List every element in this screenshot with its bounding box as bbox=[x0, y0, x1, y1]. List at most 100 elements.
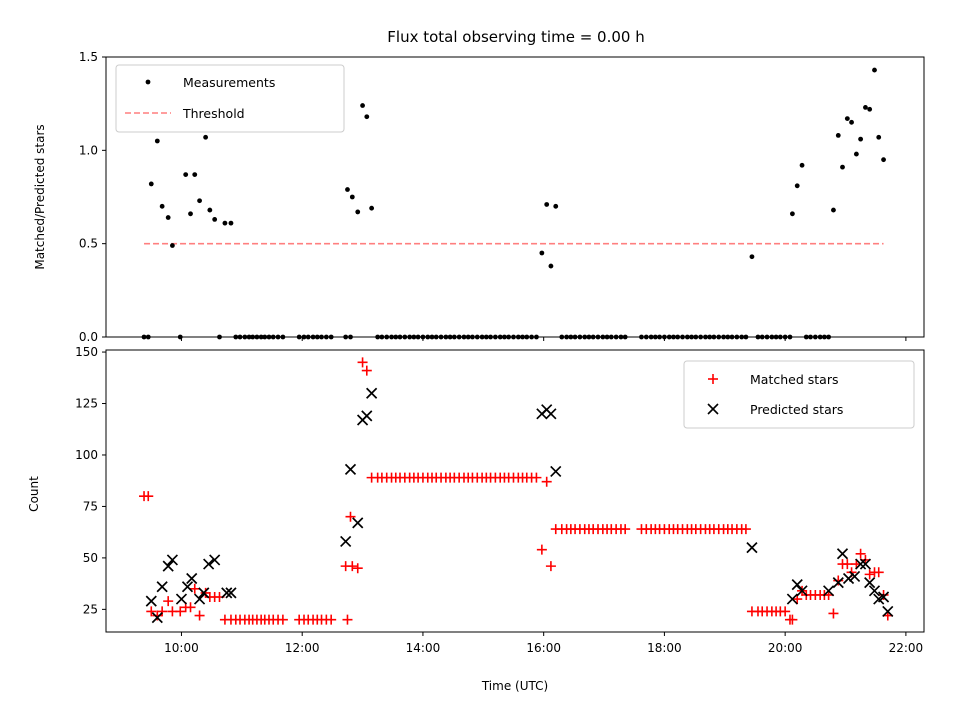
predicted-star-point bbox=[156, 581, 168, 593]
legend-label-matched: Matched stars bbox=[750, 372, 838, 387]
predicted-star-point bbox=[842, 572, 855, 585]
matched-star-point bbox=[175, 606, 186, 617]
predicted-star-point bbox=[832, 576, 844, 589]
predicted-star-point bbox=[166, 554, 179, 566]
measurement-point bbox=[858, 136, 864, 142]
legend-marker-predicted bbox=[707, 403, 719, 415]
measurement-point bbox=[799, 162, 805, 168]
matched-star-point bbox=[326, 614, 337, 625]
bottom-axes-frame bbox=[105, 349, 925, 633]
matched-star-point bbox=[842, 559, 853, 570]
bottom-y-tick-label: 75 bbox=[83, 499, 98, 513]
matched-star-point bbox=[536, 544, 547, 555]
top-y-axis-label: Matched/Predicted stars bbox=[33, 124, 47, 269]
predicted-star-point bbox=[181, 581, 194, 593]
bottom-legend: Matched stars Predicted stars bbox=[683, 360, 915, 429]
matched-star-point bbox=[357, 357, 368, 368]
top-panel: Flux total observing time = 0.00 h 0.00.… bbox=[33, 28, 925, 344]
predicted-star-point bbox=[855, 558, 867, 570]
top-y-ticks: 0.0 0.5 1.0 1.5 bbox=[79, 50, 106, 344]
measurement-point bbox=[867, 106, 873, 112]
top-y-tick-label: 0.5 bbox=[79, 237, 98, 251]
predicted-star-point bbox=[203, 558, 215, 570]
measurement-point bbox=[228, 220, 234, 226]
bottom-plot-area bbox=[139, 357, 894, 625]
predicted-star-point bbox=[162, 560, 174, 572]
bottom-x-tick-label: 16:00 bbox=[526, 641, 561, 655]
matched-star-point bbox=[787, 614, 798, 625]
measurement-point bbox=[794, 183, 800, 189]
top-plot-area bbox=[141, 67, 886, 340]
measurement-point bbox=[345, 187, 350, 192]
legend-label-measurements: Measurements bbox=[183, 75, 275, 90]
top-axes-frame bbox=[105, 56, 925, 338]
predicted-star-point bbox=[823, 585, 835, 597]
bottom-x-tick-label: 22:00 bbox=[889, 641, 924, 655]
bottom-legend-box bbox=[683, 360, 915, 429]
predicted-star-point bbox=[366, 387, 378, 399]
bottom-y-tick-label: 150 bbox=[75, 345, 98, 359]
matched-star-point bbox=[143, 491, 154, 502]
matched-star-point bbox=[541, 476, 552, 487]
predicted-star-point bbox=[361, 410, 373, 422]
measurement-point bbox=[863, 105, 868, 110]
bottom-y-ticks: 25 50 75 100 125 150 bbox=[75, 345, 106, 616]
measurement-point bbox=[789, 211, 795, 217]
predicted-star-point bbox=[193, 593, 206, 605]
predicted-star-point bbox=[836, 548, 849, 560]
bottom-y-tick-label: 50 bbox=[83, 551, 98, 565]
matched-star-point bbox=[345, 511, 356, 522]
matched-star-point bbox=[352, 563, 363, 574]
measurement-point bbox=[544, 202, 550, 207]
legend-marker-matched bbox=[708, 374, 718, 384]
measurement-point bbox=[831, 207, 836, 213]
predicted-star-point bbox=[786, 593, 798, 605]
measurement-point bbox=[835, 133, 841, 138]
matched-star-point bbox=[163, 596, 174, 607]
bottom-x-tick-label: 12:00 bbox=[285, 641, 320, 655]
measurement-point bbox=[553, 203, 559, 209]
measurement-point bbox=[170, 243, 175, 248]
bottom-x-tick-label: 18:00 bbox=[647, 641, 682, 655]
predicted-star-point bbox=[550, 465, 562, 478]
predicted-star-point bbox=[796, 585, 808, 597]
matched-star-point bbox=[347, 561, 358, 572]
top-y-tick-label: 1.0 bbox=[79, 143, 98, 157]
matched-star-point bbox=[545, 561, 556, 572]
measurement-point bbox=[360, 103, 365, 108]
matched-star-point bbox=[146, 606, 157, 617]
predicted-star-point bbox=[877, 591, 890, 603]
measurement-point bbox=[872, 67, 877, 73]
predicted-star-point bbox=[746, 542, 758, 554]
matched-star-point bbox=[361, 365, 372, 376]
measurement-point bbox=[539, 250, 545, 256]
legend-label-predicted: Predicted stars bbox=[750, 402, 843, 417]
predicted-star-point bbox=[545, 408, 557, 420]
measurement-point bbox=[148, 181, 154, 187]
matched-star-point bbox=[185, 602, 196, 613]
predicted-star-point bbox=[175, 593, 188, 605]
bottom-y-tick-label: 125 bbox=[75, 397, 98, 411]
measurement-point bbox=[548, 263, 554, 269]
measurement-point bbox=[159, 203, 165, 209]
bottom-x-tick-label: 14:00 bbox=[406, 641, 441, 655]
predicted-star-point bbox=[352, 517, 364, 529]
bottom-x-tick-label: 10:00 bbox=[164, 641, 199, 655]
predicted-star-point bbox=[848, 570, 861, 583]
measurement-point bbox=[840, 164, 845, 170]
predicted-star-point bbox=[859, 558, 872, 570]
measurement-point bbox=[849, 119, 854, 125]
matched-star-point bbox=[780, 606, 791, 617]
measurement-point bbox=[154, 138, 160, 144]
matched-star-point bbox=[833, 575, 844, 586]
matched-star-point bbox=[194, 610, 205, 621]
top-legend-box bbox=[115, 64, 345, 133]
measurement-point bbox=[844, 116, 850, 121]
bottom-x-ticks: 10:00 12:00 14:00 16:00 18:00 20:00 22:00 bbox=[164, 632, 923, 655]
predicted-star-point bbox=[791, 579, 803, 591]
matched-star-point bbox=[855, 548, 866, 559]
measurement-point bbox=[749, 254, 755, 260]
predicted-star-point bbox=[882, 605, 894, 618]
legend-marker-measurements bbox=[145, 79, 151, 85]
measurement-point bbox=[222, 220, 228, 226]
